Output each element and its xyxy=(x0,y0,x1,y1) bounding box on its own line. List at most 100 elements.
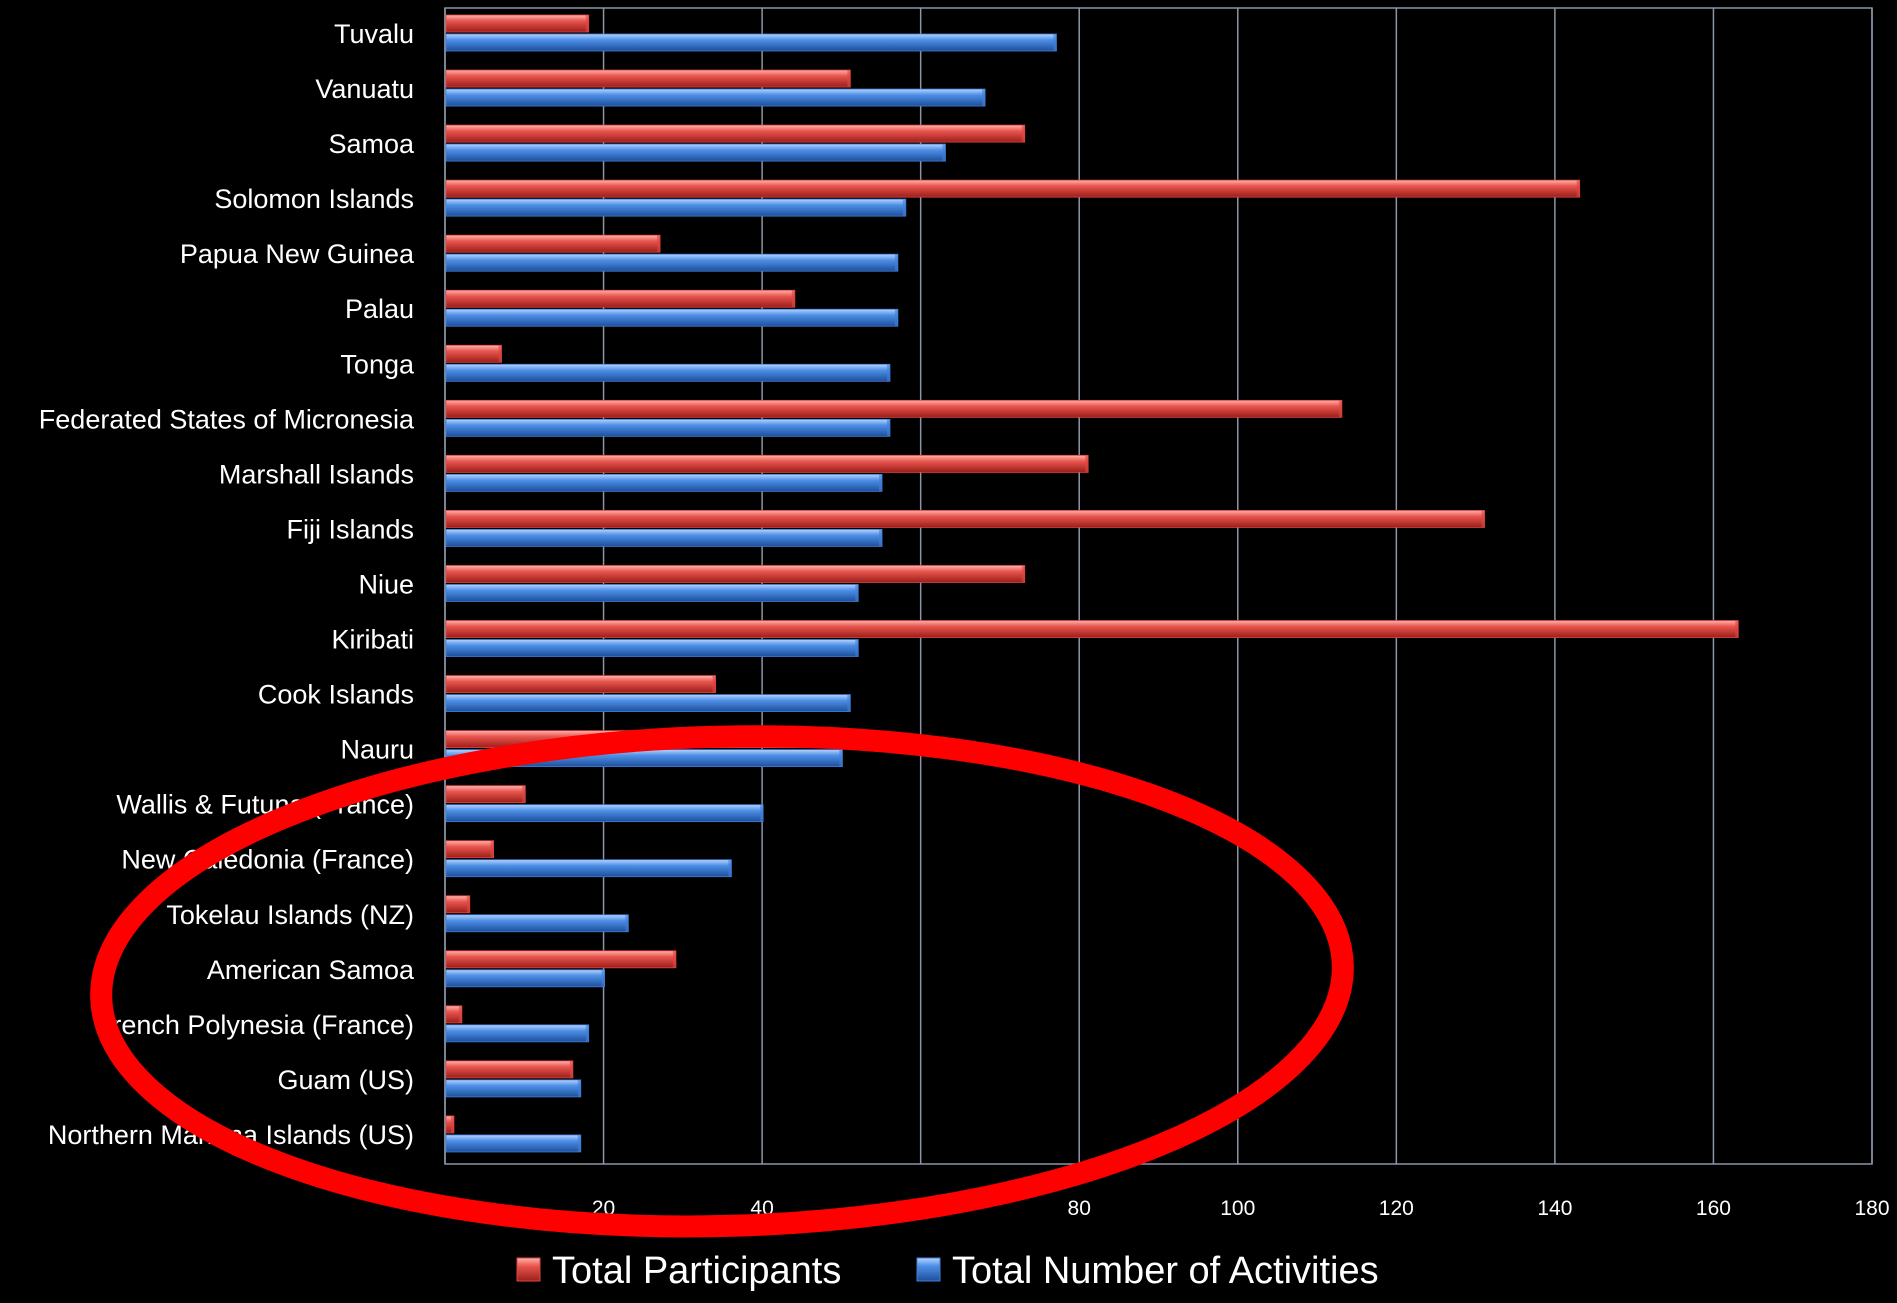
bar-end-cap xyxy=(894,254,898,272)
bar-end-cap xyxy=(847,70,851,88)
bar-total-participants-tokelau-islands-nz xyxy=(445,895,471,914)
x-tick-label: 120 xyxy=(1379,1197,1414,1220)
legend: Total Participants Total Number of Activi… xyxy=(516,1250,1379,1292)
bar-end-cap xyxy=(1481,510,1485,528)
bar-end-cap xyxy=(982,89,986,107)
bar-total-number-of-activities-vanuatu xyxy=(445,88,986,107)
bar-total-number-of-activities-papua-new-guinea xyxy=(445,253,899,272)
bar-total-number-of-activities-federated-states-of-micronesia xyxy=(445,418,891,437)
bar-total-participants-cook-islands xyxy=(445,675,716,693)
bar-end-cap xyxy=(458,1005,462,1023)
bar-end-cap xyxy=(855,639,859,657)
bar-total-number-of-activities-tonga xyxy=(445,363,891,382)
highlight-ellipse xyxy=(90,725,1354,1238)
category-label-tuvalu: Tuvalu xyxy=(334,19,414,49)
bar-end-cap xyxy=(657,235,661,253)
bar-total-participants-palau xyxy=(445,289,796,308)
bar-end-cap xyxy=(577,1134,581,1152)
bar-total-participants-guam-us xyxy=(445,1060,574,1079)
bar-total-participants-wallis-futuna-france xyxy=(445,785,526,804)
bar-total-number-of-activities-samoa xyxy=(445,143,946,162)
bar-end-cap xyxy=(728,859,732,877)
legend-label-total-participants: Total Participants xyxy=(552,1250,841,1292)
x-tick-label: 80 xyxy=(1068,1197,1091,1220)
category-label-vanuatu: Vanuatu xyxy=(315,74,414,104)
bar-total-participants-papua-new-guinea xyxy=(445,234,661,253)
category-label-tonga: Tonga xyxy=(340,349,415,379)
bar-total-participants-samoa xyxy=(445,124,1026,143)
category-label-guam-us: Guam (US) xyxy=(277,1065,414,1095)
bar-end-cap xyxy=(879,529,883,547)
bar-total-number-of-activities-cook-islands xyxy=(445,694,851,712)
bar-end-cap xyxy=(466,895,470,913)
category-label-solomon-islands: Solomon Islands xyxy=(214,184,414,214)
category-label-french-polynesia-france: French Polynesia (France) xyxy=(96,1010,414,1040)
bar-total-number-of-activities-guam-us xyxy=(445,1079,582,1098)
bar-end-cap xyxy=(760,804,764,822)
bars xyxy=(445,14,1739,1153)
bar-total-participants-fiji-islands xyxy=(445,510,1485,528)
bar-end-cap xyxy=(601,969,605,987)
bar-end-cap xyxy=(855,584,859,602)
bar-end-cap xyxy=(522,785,526,803)
category-label-new-caledonia-france: New Caledonia (France) xyxy=(121,845,414,875)
bar-total-participants-new-caledonia-france xyxy=(445,840,494,859)
category-label-papua-new-guinea: Papua New Guinea xyxy=(180,239,415,269)
bar-total-number-of-activities-marshall-islands xyxy=(445,473,883,492)
bar-total-number-of-activities-american-samoa xyxy=(445,969,605,988)
bar-end-cap xyxy=(577,1079,581,1097)
bar-total-participants-solomon-islands xyxy=(445,179,1581,198)
bar-total-number-of-activities-wallis-futuna-france xyxy=(445,804,764,823)
x-tick-label: 160 xyxy=(1696,1197,1731,1220)
bar-end-cap xyxy=(498,345,502,363)
bar-total-number-of-activities-new-caledonia-france xyxy=(445,859,732,878)
bar-end-cap xyxy=(839,749,843,767)
bar-total-participants-vanuatu xyxy=(445,69,851,88)
bar-total-number-of-activities-kiribati xyxy=(445,639,859,657)
bar-end-cap xyxy=(585,1024,589,1042)
bar-total-number-of-activities-solomon-islands xyxy=(445,198,907,217)
category-label-cook-islands: Cook Islands xyxy=(258,680,414,710)
category-label-niue: Niue xyxy=(358,569,414,599)
bar-end-cap xyxy=(1735,620,1739,638)
bar-end-cap xyxy=(450,1115,454,1133)
x-tick-label: 140 xyxy=(1537,1197,1572,1220)
bar-end-cap xyxy=(490,840,494,858)
category-label-samoa: Samoa xyxy=(328,129,415,159)
bar-end-cap xyxy=(585,15,589,32)
bar-end-cap xyxy=(902,199,906,217)
annotation xyxy=(90,725,1354,1238)
bar-total-participants-american-samoa xyxy=(445,950,677,969)
bar-total-participants-tuvalu xyxy=(445,14,590,33)
bar-end-cap xyxy=(886,419,890,437)
bar-total-number-of-activities-palau xyxy=(445,308,899,327)
x-tick-label: 100 xyxy=(1220,1197,1255,1220)
gridlines xyxy=(444,8,1873,1164)
category-label-kiribati: Kiribati xyxy=(331,625,414,655)
category-label-federated-states-of-micronesia: Federated States of Micronesia xyxy=(39,404,415,434)
bar-end-cap xyxy=(625,914,629,932)
value-axis-labels: 0 20 40 60 80 100 120 140 160 180 xyxy=(439,1197,1889,1220)
bar-end-cap xyxy=(847,694,851,712)
legend-label-total-number-of-activities: Total Number of Activities xyxy=(952,1250,1379,1292)
bar-total-participants-kiribati xyxy=(445,620,1739,638)
bar-total-number-of-activities-french-polynesia-france xyxy=(445,1024,590,1043)
bar-total-participants-niue xyxy=(445,565,1026,583)
bar-end-cap xyxy=(1338,400,1342,418)
bar-total-number-of-activities-northern-mariana-islands-us xyxy=(445,1134,582,1153)
category-label-marshall-islands: Marshall Islands xyxy=(219,459,414,489)
category-label-nauru: Nauru xyxy=(340,735,414,765)
bar-end-cap xyxy=(1085,455,1089,473)
bar-end-cap xyxy=(942,144,946,162)
bar-end-cap xyxy=(1021,125,1025,143)
bar-end-cap xyxy=(712,675,716,693)
bar-end-cap xyxy=(569,1060,573,1078)
category-label-tokelau-islands-nz: Tokelau Islands (NZ) xyxy=(166,900,414,930)
bar-total-participants-federated-states-of-micronesia xyxy=(445,399,1343,418)
bar-end-cap xyxy=(791,290,795,308)
bar-end-cap xyxy=(1576,180,1580,198)
legend-swatch-total-number-of-activities xyxy=(916,1257,941,1282)
bar-end-cap xyxy=(894,309,898,327)
bar-total-number-of-activities-fiji-islands xyxy=(445,529,883,547)
